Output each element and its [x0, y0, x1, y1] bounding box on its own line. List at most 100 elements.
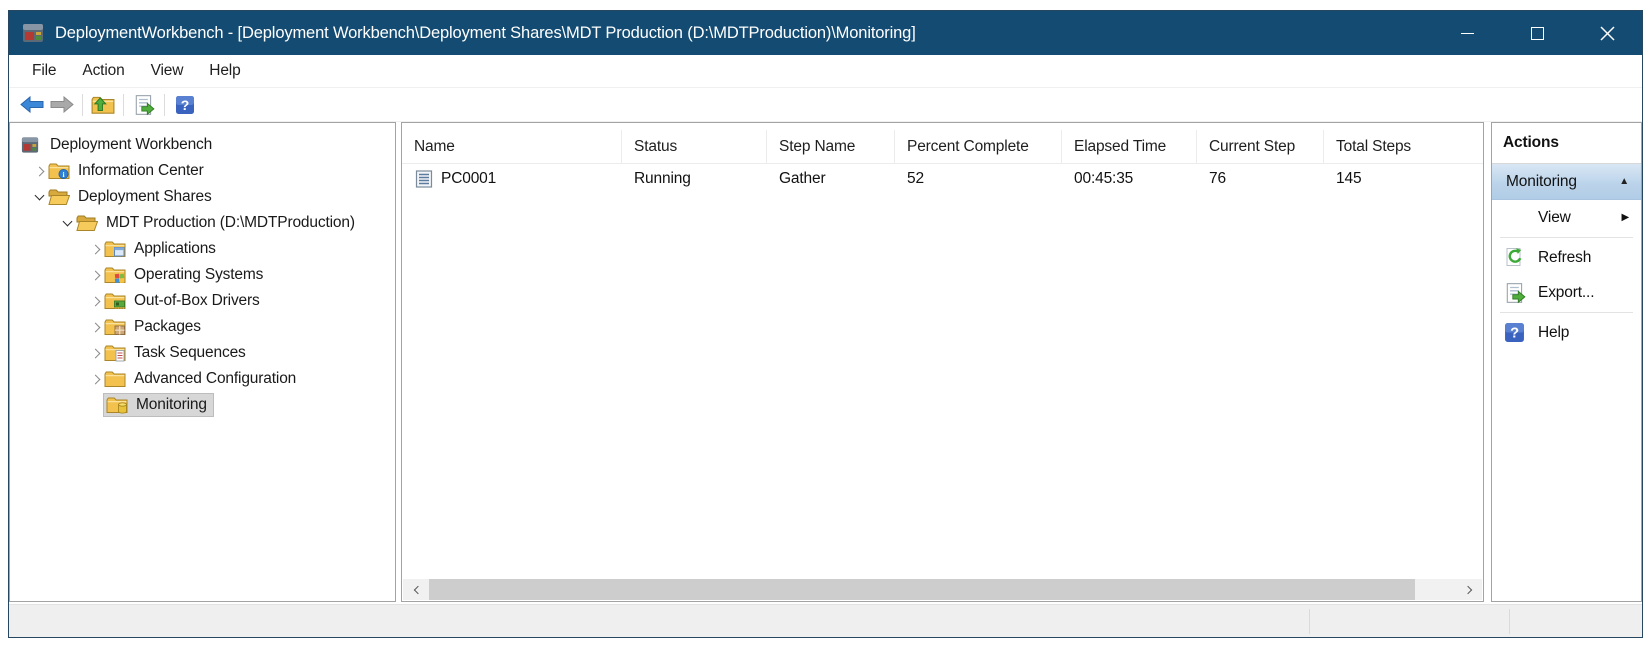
results-pane: Name Status Step Name Percent Complete E…: [401, 122, 1484, 602]
svg-text:i: i: [63, 170, 65, 179]
submenu-arrow-icon: ▶: [1621, 212, 1629, 223]
help-icon[interactable]: ?: [170, 91, 200, 119]
cell-current-step: 76: [1209, 170, 1226, 187]
tree-item-information-center[interactable]: i Information Center: [10, 158, 395, 184]
chevron-right-icon[interactable]: [30, 162, 48, 180]
column-header-total-steps[interactable]: Total Steps: [1336, 137, 1412, 155]
tree-item-task-sequences[interactable]: Task Sequences: [10, 340, 395, 366]
action-refresh[interactable]: Refresh: [1492, 240, 1641, 275]
cell-status: Running: [634, 170, 691, 187]
column-header-step-name[interactable]: Step Name: [767, 130, 895, 163]
actions-group-label: Monitoring: [1506, 172, 1577, 190]
column-header-current-step[interactable]: Current Step: [1197, 130, 1324, 163]
operating-systems-folder-icon: [104, 265, 127, 285]
scroll-left-icon[interactable]: [403, 579, 429, 600]
tree-item-label: Deployment Shares: [78, 188, 212, 205]
menu-help[interactable]: Help: [209, 62, 241, 79]
chevron-right-icon[interactable]: [86, 370, 104, 388]
actions-group-monitoring[interactable]: Monitoring ▲: [1492, 164, 1641, 200]
menu-action[interactable]: Action: [82, 62, 125, 79]
drivers-folder-icon: [104, 291, 127, 311]
table-row[interactable]: PC0001 Running Gather 52 00:45:35 76 145: [402, 164, 1483, 194]
information-center-folder-icon: i: [48, 161, 71, 181]
chevron-right-icon[interactable]: [86, 344, 104, 362]
menu-file[interactable]: File: [32, 62, 57, 79]
maximize-icon[interactable]: [1502, 11, 1572, 55]
computer-report-icon: [414, 169, 434, 189]
collapse-group-icon[interactable]: ▲: [1619, 176, 1629, 187]
selected-item-highlight: Monitoring: [103, 393, 214, 417]
tree-item-label: Packages: [134, 318, 201, 335]
action-help[interactable]: ? Help: [1492, 315, 1641, 350]
tree-item-deployment-workbench[interactable]: Deployment Workbench: [10, 132, 395, 158]
back-icon[interactable]: [17, 91, 47, 119]
tree-item-label: Operating Systems: [134, 266, 264, 283]
expander-placeholder: [86, 396, 104, 414]
workbench-icon: [20, 135, 43, 155]
tree-item-applications[interactable]: Applications: [10, 236, 395, 262]
minimize-icon[interactable]: [1432, 11, 1502, 55]
svg-text:?: ?: [1510, 325, 1519, 341]
svg-text:?: ?: [181, 97, 189, 113]
tree-item-label: Advanced Configuration: [134, 370, 297, 387]
status-bar: [9, 604, 1642, 637]
actions-separator: [1500, 312, 1633, 313]
plain-folder-icon: [104, 369, 127, 389]
open-folder-icon: [76, 213, 99, 233]
chevron-right-icon[interactable]: [86, 292, 104, 310]
menu-bar: File Action View Help: [9, 55, 1642, 88]
action-export[interactable]: Export...: [1492, 275, 1641, 310]
cell-step-name: Gather: [779, 170, 826, 187]
chevron-right-icon[interactable]: [86, 240, 104, 258]
packages-folder-icon: [104, 317, 127, 337]
cell-elapsed-time: 00:45:35: [1074, 170, 1134, 187]
action-label: View: [1538, 208, 1571, 226]
window-title: DeploymentWorkbench - [Deployment Workbe…: [55, 23, 916, 42]
up-one-level-icon[interactable]: [88, 91, 118, 119]
tree-item-label: Monitoring: [136, 396, 207, 413]
tree-item-monitoring[interactable]: Monitoring: [10, 392, 395, 418]
scrollbar-thumb[interactable]: [429, 579, 1415, 600]
tree-item-label: Out-of-Box Drivers: [134, 292, 260, 309]
task-sequences-folder-icon: [104, 343, 127, 363]
tree-item-mdt-production[interactable]: MDT Production (D:\MDTProduction): [10, 210, 395, 236]
column-header-status[interactable]: Status: [622, 130, 767, 163]
column-header-name[interactable]: Name: [402, 130, 622, 163]
chevron-right-icon[interactable]: [86, 266, 104, 284]
menu-view[interactable]: View: [150, 62, 184, 79]
cell-name: PC0001: [402, 164, 622, 194]
close-icon[interactable]: [1572, 11, 1642, 55]
refresh-icon: [1504, 247, 1526, 269]
actions-separator: [1500, 237, 1633, 238]
tree-item-advanced-configuration[interactable]: Advanced Configuration: [10, 366, 395, 392]
export-list-icon[interactable]: [129, 91, 159, 119]
app-window: DeploymentWorkbench - [Deployment Workbe…: [8, 10, 1643, 638]
cell-name-text: PC0001: [441, 170, 497, 187]
console-tree-pane: Deployment Workbench i Information Cente…: [9, 122, 396, 602]
column-header-percent-complete[interactable]: Percent Complete: [895, 130, 1062, 163]
cell-total-steps: 145: [1336, 170, 1362, 187]
open-folder-icon: [48, 187, 71, 207]
listview-header: Name Status Step Name Percent Complete E…: [402, 130, 1483, 164]
action-label: Export...: [1538, 283, 1595, 301]
action-label: Refresh: [1538, 248, 1592, 266]
toolbar-separator: [82, 93, 83, 116]
forward-icon[interactable]: [47, 91, 77, 119]
tree-item-label: MDT Production (D:\MDTProduction): [106, 214, 355, 231]
monitoring-folder-icon: [106, 395, 129, 415]
chevron-right-icon[interactable]: [86, 318, 104, 336]
tree-item-deployment-shares[interactable]: Deployment Shares: [10, 184, 395, 210]
tree-item-out-of-box-drivers[interactable]: Out-of-Box Drivers: [10, 288, 395, 314]
horizontal-scrollbar[interactable]: [403, 579, 1482, 600]
action-label: Help: [1538, 323, 1570, 341]
chevron-down-icon[interactable]: [58, 214, 76, 232]
column-header-elapsed-time[interactable]: Elapsed Time: [1062, 130, 1197, 163]
scroll-right-icon[interactable]: [1456, 579, 1482, 600]
window-controls: [1432, 11, 1642, 55]
actions-pane: Actions Monitoring ▲ View ▶ Refresh: [1491, 122, 1642, 602]
app-icon: [21, 21, 45, 45]
action-view[interactable]: View ▶: [1492, 200, 1641, 235]
chevron-down-icon[interactable]: [30, 188, 48, 206]
tree-item-operating-systems[interactable]: Operating Systems: [10, 262, 395, 288]
tree-item-packages[interactable]: Packages: [10, 314, 395, 340]
